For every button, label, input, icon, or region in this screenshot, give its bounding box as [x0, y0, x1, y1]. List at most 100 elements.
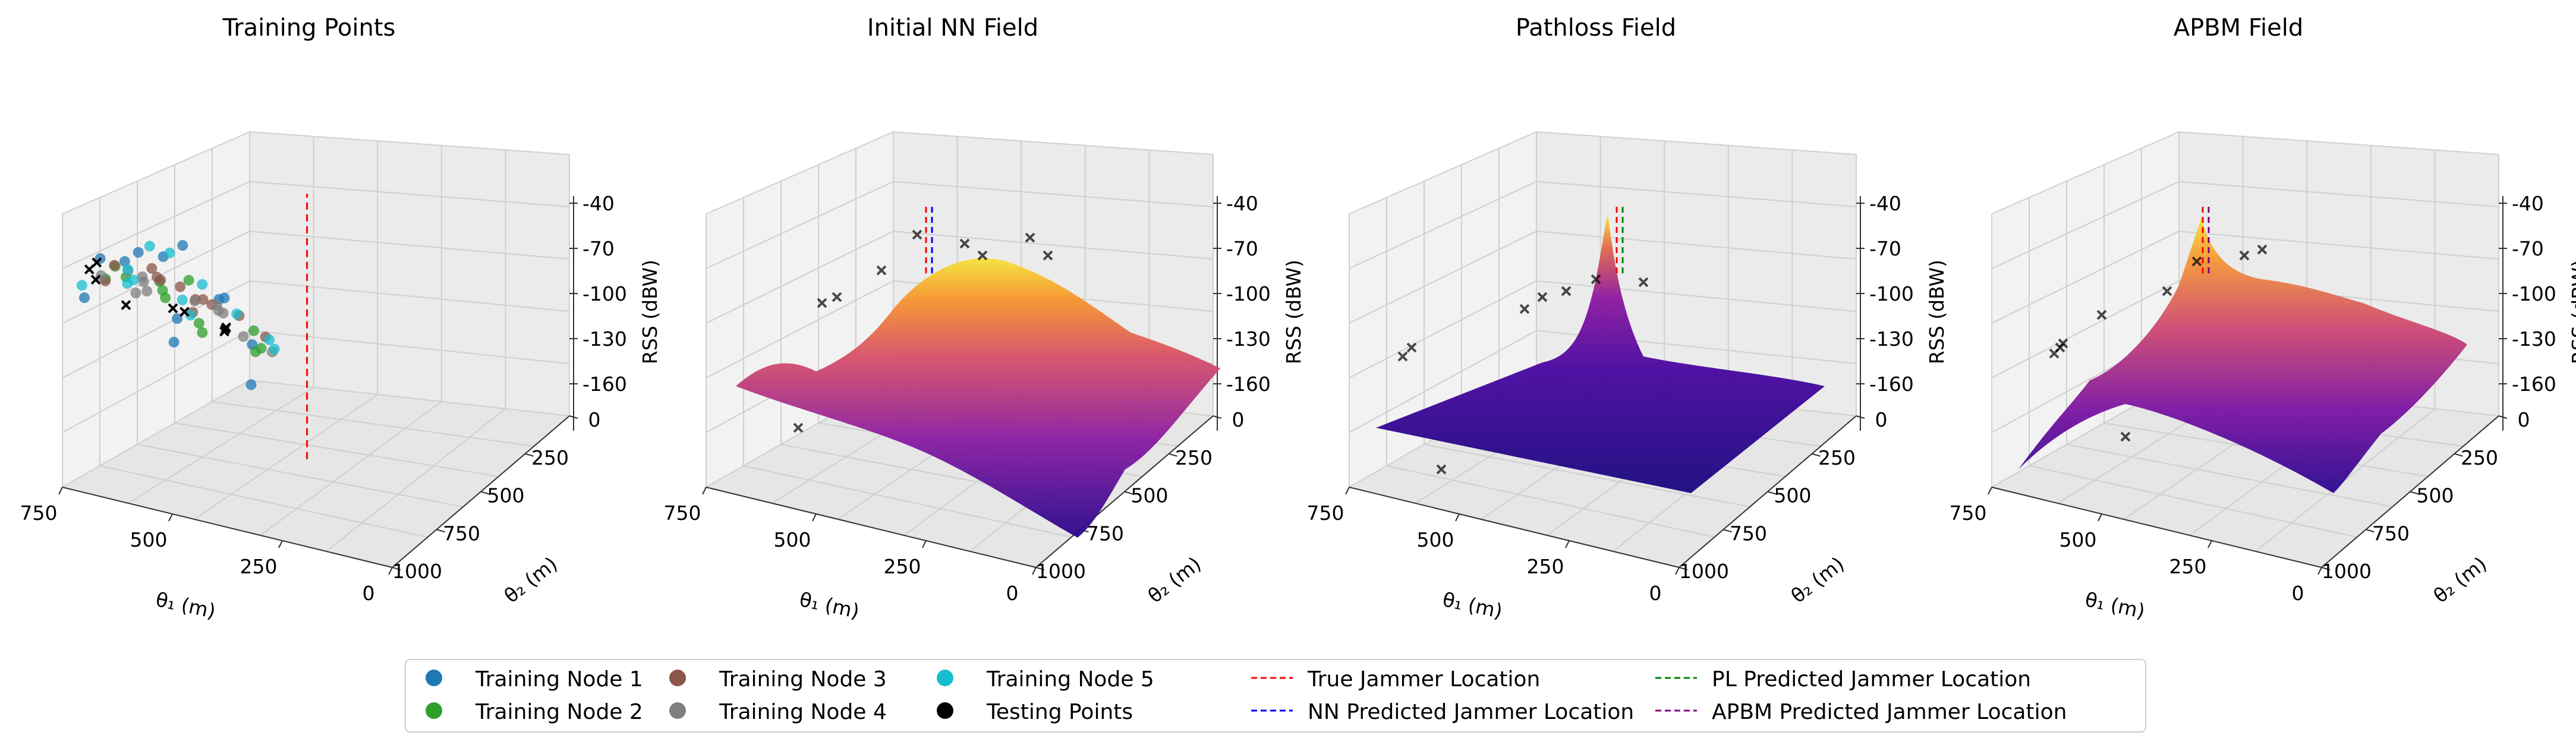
x-tick-label: 250: [240, 555, 278, 578]
grid-line: [1349, 181, 1537, 269]
y-tick-label: 500: [2417, 484, 2454, 507]
grid-line: [743, 465, 1072, 538]
z-tick-label: -100: [2512, 282, 2556, 305]
y-tick-label: 500: [1774, 484, 1812, 507]
grid-line: [1991, 231, 2180, 324]
testing-point: [2162, 286, 2172, 296]
training-point-node-5: [177, 294, 188, 305]
y-tick: [1767, 491, 1777, 495]
z-axis-label: RSS (dBW): [638, 260, 662, 364]
x-tick: [388, 567, 393, 575]
z-tick-label: -40: [2512, 192, 2544, 215]
testing-point: [2058, 338, 2068, 349]
legend-label: NN Predicted Jammer Location: [1308, 700, 1634, 724]
testing-point: [90, 274, 101, 285]
x-tick: [1988, 487, 1992, 495]
x-tick: [278, 540, 283, 548]
subplot-title-training: Training Points: [222, 14, 396, 42]
y-tick: [1035, 567, 1045, 570]
x-tick-label: 250: [884, 555, 921, 578]
z-tick-label: -40: [582, 192, 615, 215]
y-tick: [436, 529, 445, 533]
grid-line: [893, 231, 1214, 260]
training-point-node-2: [183, 274, 194, 286]
z-tick-label: -160: [1226, 373, 1271, 396]
x-tick: [1032, 567, 1037, 575]
x-axis-label: θ₁ (m): [1441, 588, 1505, 623]
training-point-node-5: [264, 334, 275, 345]
training-point-node-2: [256, 343, 267, 354]
y-tick-label: 0: [588, 408, 601, 431]
y-tick-label: 250: [1818, 446, 1856, 469]
grid-line: [1991, 280, 2180, 378]
grid-line: [1349, 231, 1537, 324]
testing-point: [2096, 310, 2107, 320]
x-tick-label: 500: [774, 528, 811, 551]
field-surface: [1376, 214, 1825, 493]
legend-label: True Jammer Location: [1307, 667, 1540, 692]
training-point-node-4: [130, 288, 141, 299]
training-point-node-1: [119, 256, 130, 267]
legend-swatch-training-node-5: [937, 670, 953, 686]
training-point-node-5: [128, 274, 139, 286]
testing-point: [1025, 232, 1035, 243]
y-tick-label: 250: [2461, 446, 2498, 469]
grid-line: [1424, 444, 1750, 507]
z-tick-label: -100: [582, 282, 627, 305]
testing-point: [1043, 250, 1053, 261]
y-tick: [1213, 415, 1222, 419]
pathloss-field-plot: 750500250002505007501000-40-70-100-130-1…: [1307, 131, 1948, 623]
training-point-node-5: [122, 264, 133, 275]
y-tick-label: 750: [1087, 522, 1124, 545]
grid-line: [706, 280, 894, 378]
x-tick: [922, 540, 927, 548]
y-tick: [525, 453, 534, 457]
x-tick: [1345, 487, 1350, 495]
grid-line: [1349, 280, 1537, 378]
y-tick: [2454, 453, 2463, 457]
x-tick-label: 0: [1649, 582, 1662, 605]
grid-line: [1349, 330, 1537, 433]
testing-point: [1406, 342, 1417, 353]
training-point-node-5: [197, 279, 208, 290]
training-point-node-1: [172, 313, 183, 324]
testing-point: [2191, 256, 2202, 267]
grid-line: [706, 231, 894, 324]
legend-swatch-training-node-4: [669, 702, 686, 719]
testing-point: [793, 422, 804, 433]
z-axis-label: RSS (dBW): [1282, 260, 1305, 364]
grid-line: [249, 280, 570, 312]
x-tick: [2207, 540, 2212, 548]
x-tick: [2317, 567, 2322, 575]
legend-swatch-training-node-2: [426, 702, 442, 719]
x-axis-label: θ₁ (m): [798, 588, 862, 623]
x-axis-line: [706, 487, 1037, 568]
grid-line: [260, 401, 442, 536]
nn-field-plot: 750500250002505007501000-40-70-100-130-1…: [664, 131, 1305, 623]
legend-label: Training Node 1: [475, 667, 643, 692]
training-point-node-3: [146, 263, 158, 274]
x-tick-label: 500: [2059, 528, 2097, 551]
y-tick: [2321, 567, 2331, 570]
y-tick-label: 1000: [2322, 560, 2372, 583]
training-point-node-2: [197, 327, 208, 338]
y-axis-label: θ₂ (m): [500, 552, 562, 607]
z-tick-label: -40: [1226, 192, 1258, 215]
legend-label: APBM Predicted Jammer Location: [1712, 700, 2067, 724]
x-axis-label: θ₁ (m): [154, 588, 218, 623]
testing-point: [1397, 351, 1408, 362]
x-tick-label: 0: [2292, 582, 2304, 605]
legend: Training Node 1 Training Node 2 Training N…: [405, 659, 2146, 733]
y-tick-label: 1000: [392, 560, 442, 583]
x-tick: [2098, 513, 2102, 522]
testing-point: [219, 326, 229, 337]
z-axis-label: RSS (dBW): [1925, 260, 1948, 364]
grid-line: [99, 465, 428, 538]
legend-label: Training Node 4: [719, 700, 887, 724]
training-point-node-4: [138, 276, 149, 288]
legend-swatch-training-node-3: [669, 670, 686, 686]
training-point-node-1: [177, 240, 188, 251]
grid-line: [212, 401, 534, 447]
y-tick-label: 750: [1730, 522, 1767, 545]
y-tick: [569, 415, 578, 419]
